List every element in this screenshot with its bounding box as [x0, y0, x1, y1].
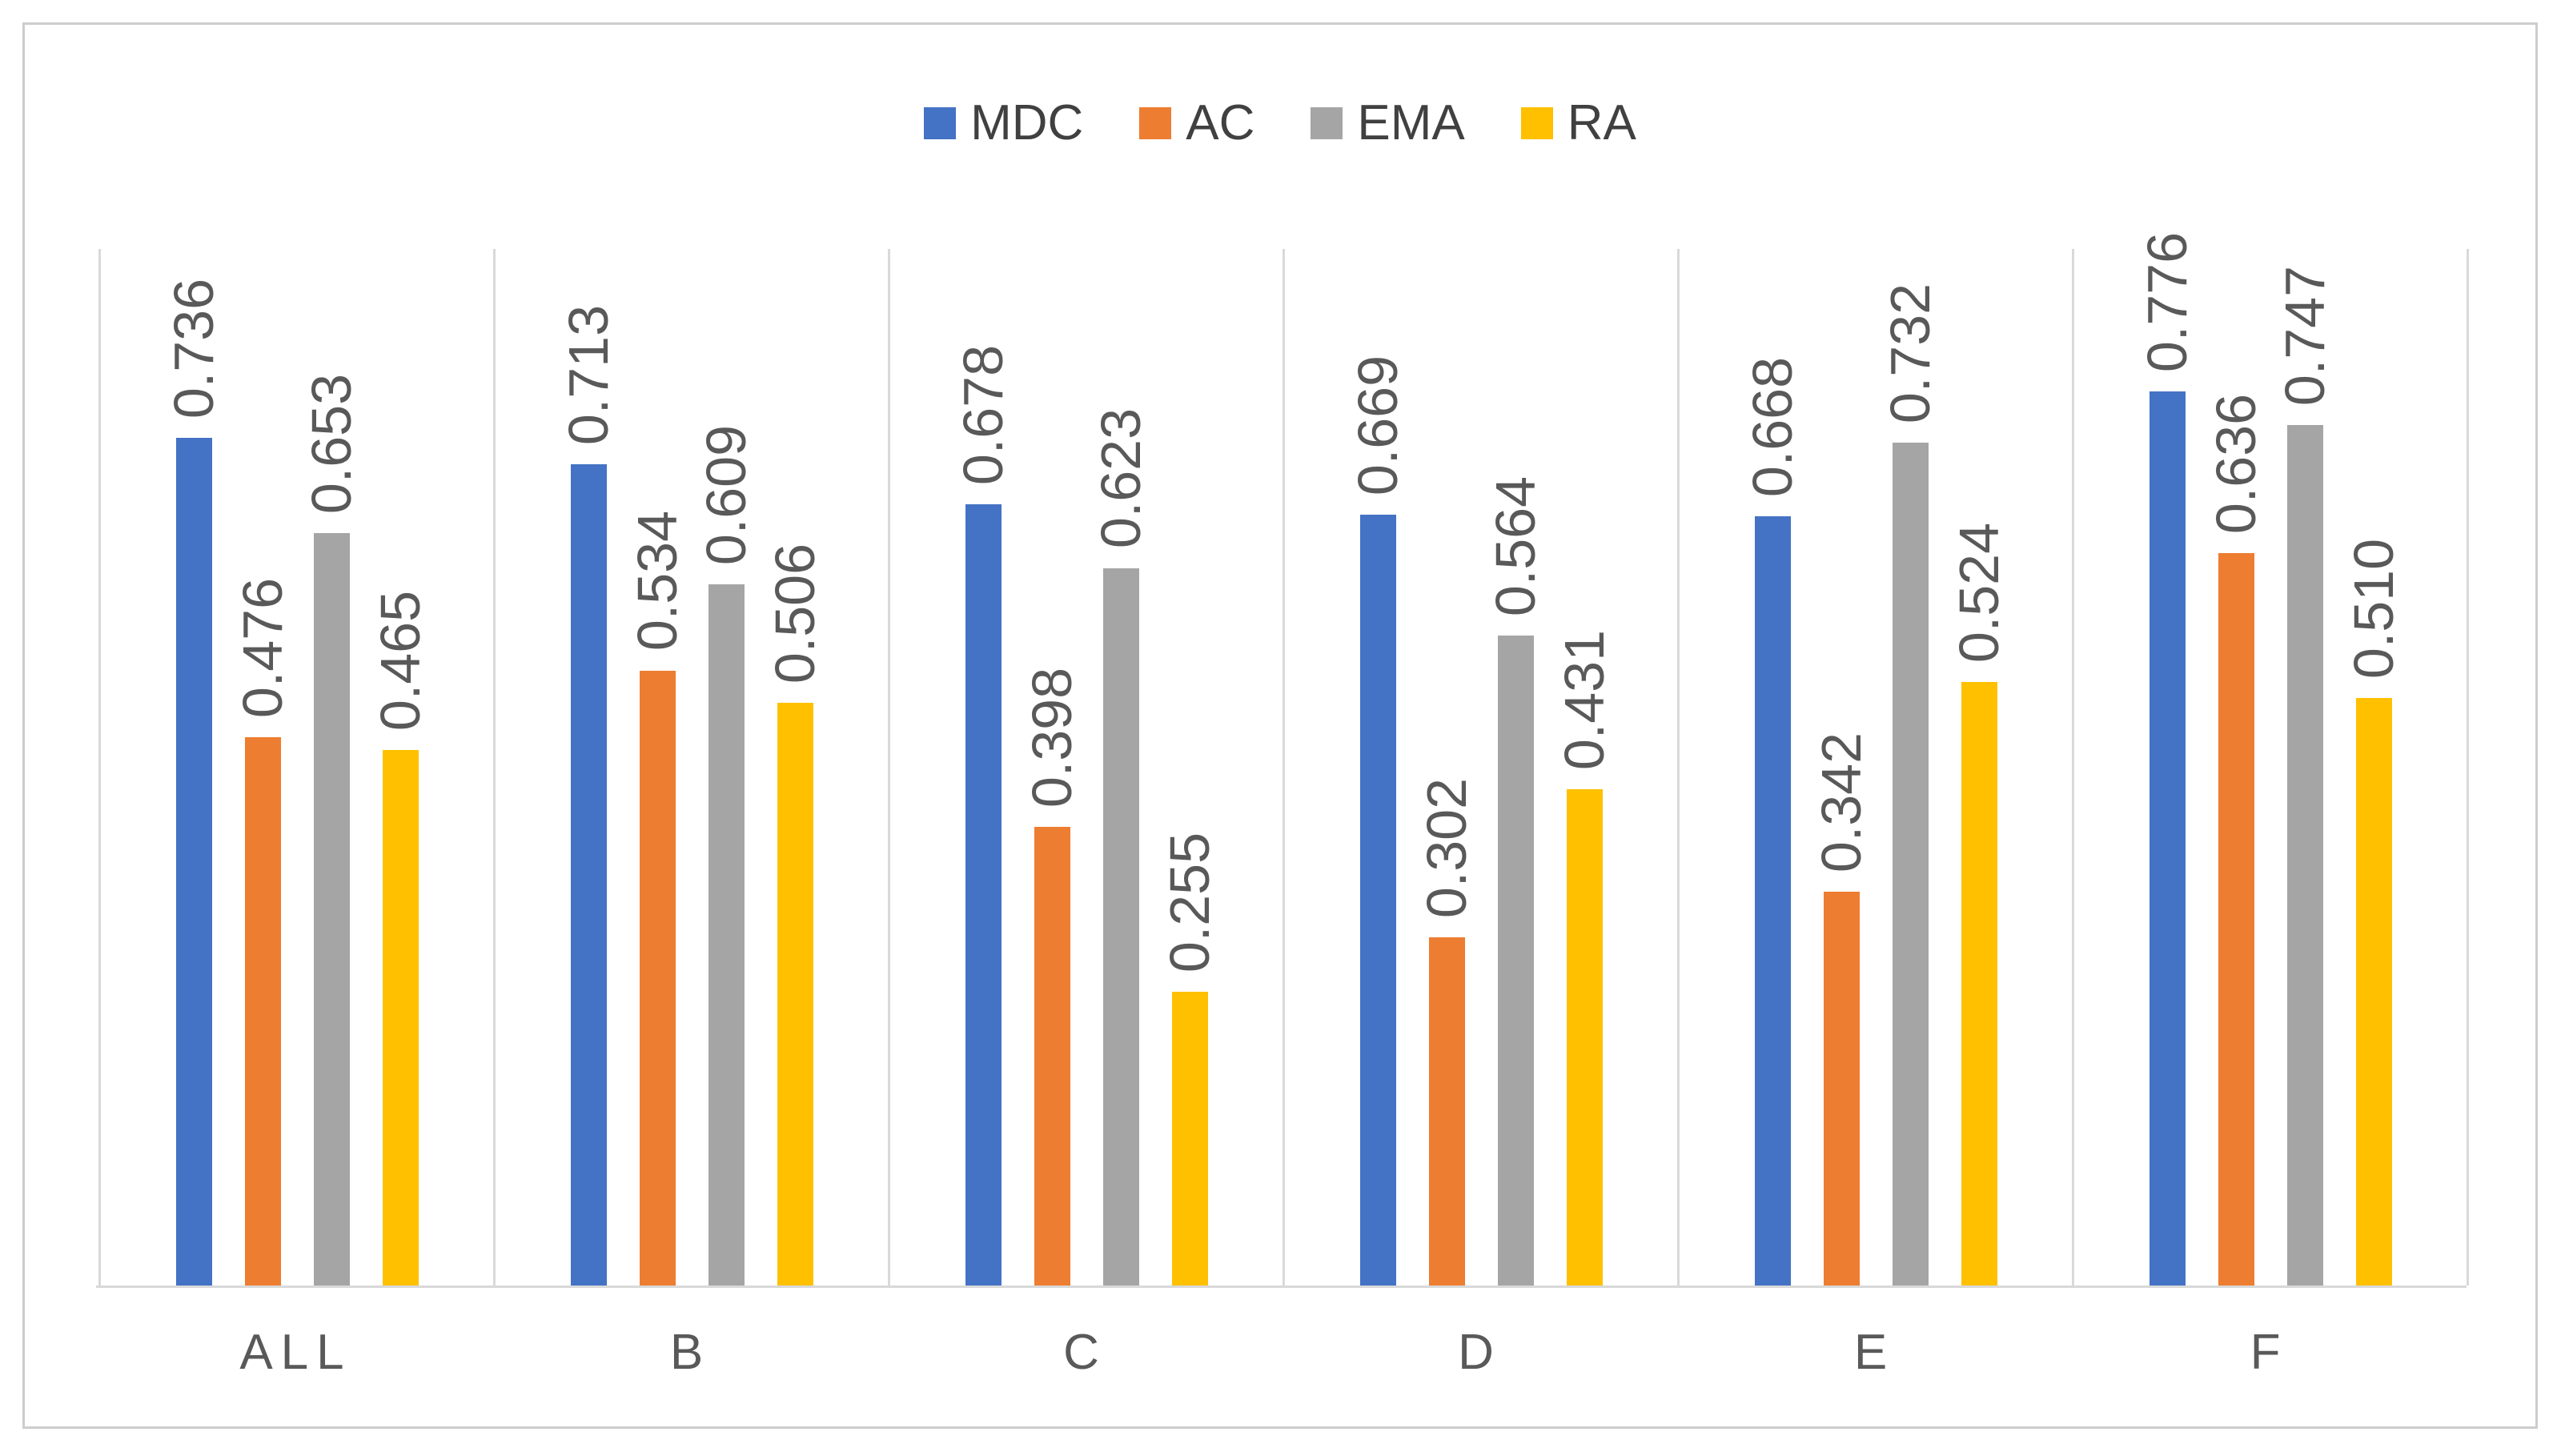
legend-label: AC — [1186, 95, 1255, 150]
bar-value-label: 0.609 — [695, 424, 757, 565]
category-panel-all: 0.736 0.476 0.653 0.465 — [101, 249, 496, 1286]
category-panel-b: 0.713 0.534 0.609 0.506 — [496, 249, 890, 1286]
legend-swatch-ac — [1139, 107, 1172, 139]
bar-mdc-c: 0.678 — [952, 345, 1014, 1286]
bar-value-label: 0.465 — [369, 590, 432, 731]
bar-ac-e: 0.342 — [1810, 732, 1873, 1286]
bar-value-label: 0.510 — [2342, 539, 2405, 680]
bar-ac-b: 0.534 — [626, 511, 688, 1286]
category-panel-e: 0.668 0.342 0.732 0.524 — [1680, 249, 2074, 1286]
bar-ema-all: 0.653 — [300, 374, 363, 1286]
bar-ema-b: 0.609 — [695, 425, 757, 1286]
bar-mdc-e: 0.668 — [1741, 357, 1804, 1286]
legend: MDC AC EMA RA — [25, 98, 2535, 148]
legend-swatch-ema — [1311, 107, 1343, 139]
category-label-c: C — [1063, 1325, 1107, 1380]
legend-item-ema: EMA — [1311, 95, 1465, 150]
bar-ac-c: 0.398 — [1021, 668, 1083, 1286]
bar-value-label: 0.255 — [1158, 832, 1221, 973]
bar-mdc-f: 0.776 — [2136, 232, 2198, 1286]
legend-label: RA — [1567, 95, 1636, 150]
bar-ra-c: 0.255 — [1158, 832, 1221, 1286]
legend-item-mdc: MDC — [924, 98, 1083, 148]
legend-label: MDC — [970, 95, 1084, 150]
bar-value-label: 0.636 — [2205, 393, 2267, 534]
bar-ema-f: 0.747 — [2274, 266, 2336, 1286]
bar-mdc-d: 0.669 — [1347, 355, 1409, 1286]
legend-item-ac: AC — [1139, 98, 1254, 148]
bar-value-label: 0.564 — [1484, 476, 1547, 617]
plot-area: 0.736 0.476 0.653 0.465 0.713 0.534 0.609 0.506… — [98, 232, 2469, 1286]
bar-value-label: 0.678 — [952, 345, 1014, 486]
chart-frame: MDC AC EMA RA 0.736 0.476 0.653 0.465 0.713 0.53… — [22, 22, 2538, 1429]
bar-value-label: 0.476 — [231, 577, 294, 719]
bar-ra-e: 0.524 — [1948, 523, 2010, 1286]
legend-swatch-mdc — [924, 107, 957, 139]
category-label-e: E — [1853, 1325, 1896, 1380]
category-panel-d: 0.669 0.302 0.564 0.431 — [1285, 249, 1680, 1286]
bar-mdc-b: 0.713 — [557, 305, 620, 1286]
category-panel-f: 0.776 0.636 0.747 0.510 — [2074, 232, 2469, 1286]
bar-value-label: 0.302 — [1415, 778, 1478, 919]
legend-swatch-ra — [1520, 107, 1553, 139]
category-label-b: B — [669, 1325, 712, 1380]
bar-value-label: 0.732 — [1879, 283, 1941, 423]
bar-ac-all: 0.476 — [231, 578, 294, 1286]
bar-mdc-all: 0.736 — [163, 279, 225, 1286]
bar-value-label: 0.668 — [1741, 356, 1804, 497]
bar-value-label: 0.713 — [557, 304, 620, 446]
bar-value-label: 0.747 — [2274, 265, 2336, 407]
bar-value-label: 0.736 — [163, 278, 225, 419]
bar-ra-d: 0.431 — [1553, 630, 1616, 1286]
bar-value-label: 0.342 — [1810, 732, 1873, 872]
category-label-d: D — [1458, 1325, 1502, 1380]
bar-ema-c: 0.623 — [1090, 408, 1152, 1286]
bar-value-label: 0.669 — [1347, 355, 1409, 496]
bar-value-label: 0.776 — [2136, 232, 2198, 373]
category-label-all: ALL — [239, 1325, 352, 1380]
bar-ra-b: 0.506 — [764, 543, 826, 1286]
x-axis-line — [96, 1286, 2467, 1288]
legend-label: EMA — [1357, 95, 1465, 150]
bar-value-label: 0.653 — [300, 374, 363, 515]
category-panel-c: 0.678 0.398 0.623 0.255 — [890, 249, 1285, 1286]
x-axis-labels: ALL B C D E F — [98, 1328, 2467, 1378]
bar-ac-d: 0.302 — [1415, 778, 1478, 1286]
bar-ra-f: 0.510 — [2342, 539, 2405, 1286]
legend-item-ra: RA — [1520, 95, 1636, 150]
bar-value-label: 0.534 — [626, 511, 688, 652]
bar-value-label: 0.506 — [764, 543, 826, 684]
bar-ema-d: 0.564 — [1484, 476, 1547, 1286]
bar-value-label: 0.398 — [1021, 668, 1083, 808]
bar-ac-f: 0.636 — [2205, 394, 2267, 1286]
bar-value-label: 0.524 — [1948, 522, 2010, 664]
bar-value-label: 0.623 — [1090, 408, 1152, 549]
category-label-f: F — [2250, 1325, 2289, 1380]
bar-ra-all: 0.465 — [369, 591, 432, 1286]
bar-value-label: 0.431 — [1553, 629, 1616, 770]
bar-ema-e: 0.732 — [1879, 283, 1941, 1286]
